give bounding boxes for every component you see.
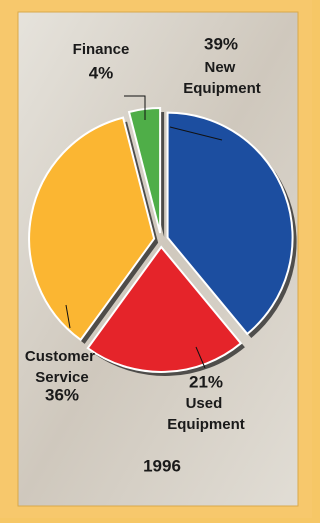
value-label: 36% [45,385,79,404]
value-label: 21% [189,372,223,391]
value-label: 39% [204,34,238,53]
chart-title: 1996 [143,456,181,475]
value-label: 4% [89,63,114,82]
category-label: Finance [73,41,130,58]
